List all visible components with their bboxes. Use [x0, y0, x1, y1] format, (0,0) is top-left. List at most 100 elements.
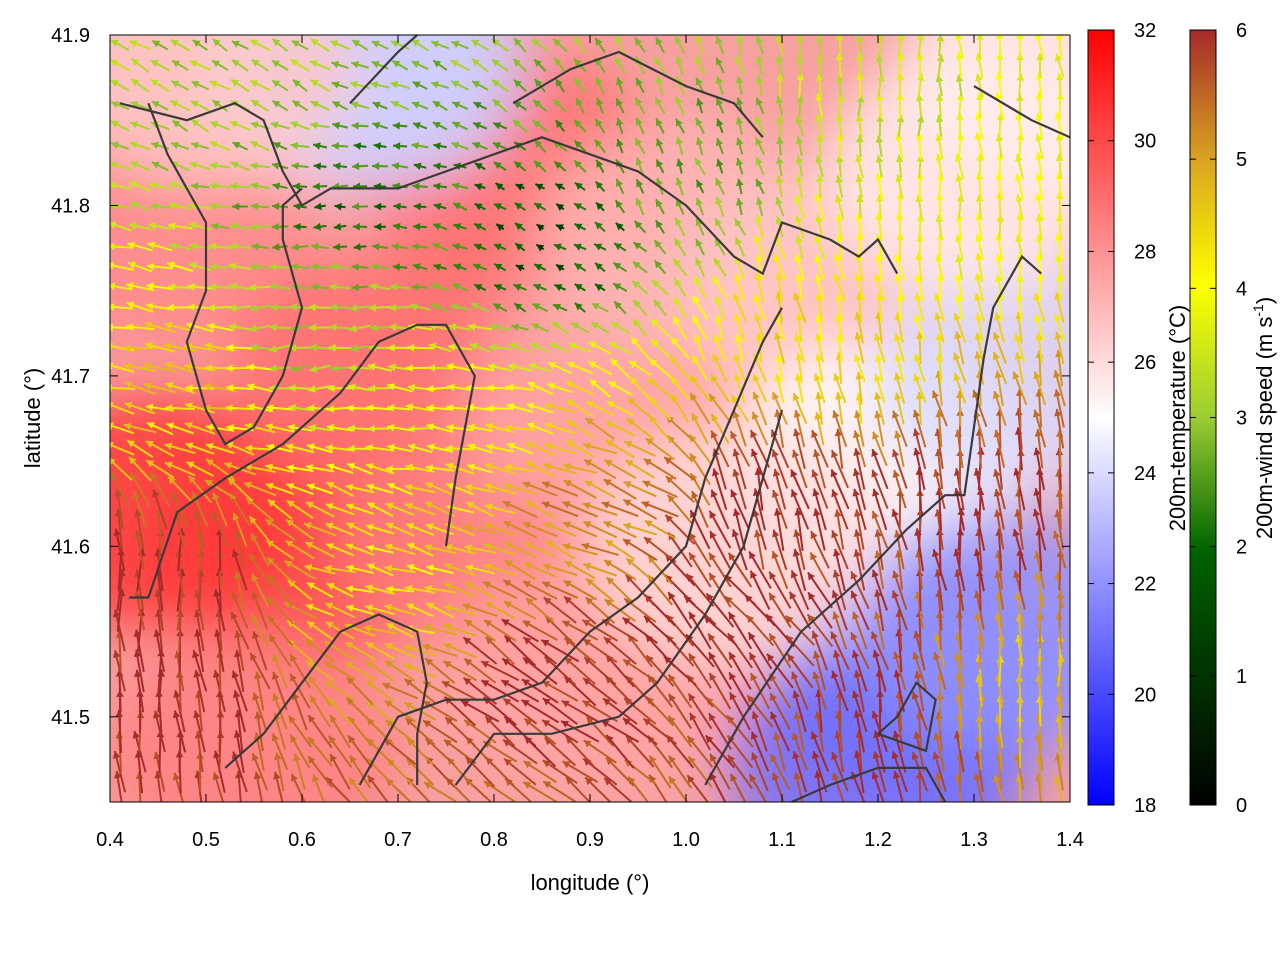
wind-arrow-shaft: [480, 679, 520, 703]
wind-arrow-head: [874, 550, 882, 559]
wind-arrow-head: [694, 276, 701, 285]
wind-arrow-head: [514, 161, 523, 169]
wind-arrow-head: [448, 323, 457, 331]
wind-arrow-head: [734, 218, 742, 227]
wind-arrow-head: [203, 404, 211, 412]
wind-arrow-head: [1053, 775, 1061, 784]
wind-arrow-head: [443, 604, 452, 612]
wind-arrow-head: [531, 323, 540, 331]
wind-arrow-head: [132, 491, 140, 500]
wind-arrow-head: [691, 491, 699, 500]
wind-arrow-head: [348, 364, 356, 372]
wind-arrow-head: [554, 161, 563, 169]
wind-arrow-head: [514, 38, 522, 47]
wind-arrow-head: [310, 121, 318, 130]
wind-arrow-head: [712, 468, 720, 477]
wind-arrow-head: [953, 312, 961, 321]
wind-arrow-head: [209, 140, 218, 149]
wind-arrow-head: [626, 675, 634, 684]
wind-arrow-head: [514, 303, 523, 311]
wind-arrow-head: [307, 404, 315, 412]
wind-arrow-head: [233, 571, 242, 580]
wind-arrow-head: [413, 222, 421, 231]
wind-arrow-head: [623, 499, 632, 507]
wind-arrow-head: [347, 462, 356, 471]
wind-arrow-head: [433, 203, 442, 211]
wind-arrow-head: [164, 361, 173, 370]
wind-arrow-head: [751, 449, 759, 457]
wind-arrow-head: [365, 604, 374, 612]
wind-arrow-head: [973, 772, 981, 781]
wind-arrow-shaft: [727, 611, 753, 650]
wind-arrow-head: [891, 590, 899, 599]
colorbar-tick-label: 30: [1134, 131, 1156, 153]
wind-arrow-head: [855, 53, 864, 61]
wind-arrow-head: [974, 351, 982, 360]
wind-arrow-head: [893, 430, 902, 439]
wind-arrow-shaft: [807, 591, 833, 629]
wind-arrow-head: [586, 401, 595, 409]
wind-arrow-head: [715, 36, 723, 45]
wind-arrow-head: [233, 530, 241, 538]
wind-arrow-head: [250, 162, 258, 170]
wind-arrow-head: [204, 342, 213, 350]
wind-arrow-shaft: [192, 649, 208, 692]
wind-arrow-head: [770, 754, 778, 763]
wind-arrow-shaft: [501, 618, 539, 643]
wind-arrow-head: [232, 141, 241, 149]
wind-arrow-head: [692, 315, 700, 324]
wind-arrow-head: [385, 502, 394, 510]
wind-arrow-head: [831, 752, 839, 761]
wind-arrow-head: [333, 162, 341, 171]
colorbar-tick-label: 6: [1236, 20, 1247, 42]
wind-arrow-head: [168, 283, 176, 291]
wind-arrow-head: [503, 521, 512, 529]
wind-arrow-head: [431, 40, 440, 48]
wind-arrow-head: [168, 476, 176, 485]
wind-arrow-head: [954, 35, 963, 41]
wind-arrow-shaft: [156, 568, 164, 612]
wind-arrow-shaft: [727, 632, 753, 669]
wind-arrow-head: [730, 489, 738, 498]
wind-arrow-head: [487, 363, 496, 371]
wind-arrow-head: [493, 203, 502, 211]
wind-arrow-head: [110, 202, 118, 210]
wind-arrow-head: [796, 95, 805, 103]
wind-arrow-head: [776, 73, 784, 81]
wind-arrow-head: [432, 121, 441, 129]
wind-arrow-head: [892, 570, 900, 579]
wind-arrow-head: [794, 194, 802, 203]
wind-arrow-head: [643, 458, 652, 466]
wind-arrow-head: [876, 74, 885, 82]
wind-arrow-head: [755, 332, 764, 341]
wind-arrow-head: [835, 113, 844, 122]
wind-arrow-head: [815, 73, 824, 81]
wind-arrow-head: [411, 39, 420, 47]
wind-arrow-shaft: [793, 750, 807, 793]
wind-arrow-shaft: [1038, 467, 1042, 511]
wind-arrow-head: [445, 462, 454, 471]
wind-arrow-head: [583, 740, 592, 748]
wind-arrow-head: [372, 243, 380, 251]
wind-arrow-head: [711, 374, 719, 383]
wind-arrow-head: [933, 633, 941, 642]
wind-arrow-head: [835, 213, 843, 222]
wind-arrow-head: [605, 440, 614, 448]
wind-arrow-head: [293, 202, 301, 211]
wind-arrow-shaft: [235, 649, 245, 692]
wind-arrow-head: [308, 385, 316, 393]
wind-arrow-head: [633, 242, 642, 250]
wind-arrow-head: [772, 468, 781, 477]
wind-arrow-shaft: [234, 690, 246, 733]
wind-arrow-head: [484, 503, 493, 511]
wind-arrow-head: [935, 114, 944, 123]
wind-arrow-head: [522, 581, 531, 588]
wind-arrow-head: [110, 323, 114, 332]
wind-arrow-head: [513, 283, 522, 291]
wind-arrow-head: [891, 751, 899, 760]
terrain-contour-line: [704, 254, 1042, 786]
wind-arrow-head: [795, 273, 803, 282]
wind-arrow-head: [932, 390, 940, 399]
wind-arrow-head: [654, 260, 663, 269]
wind-arrow-head: [114, 489, 122, 497]
